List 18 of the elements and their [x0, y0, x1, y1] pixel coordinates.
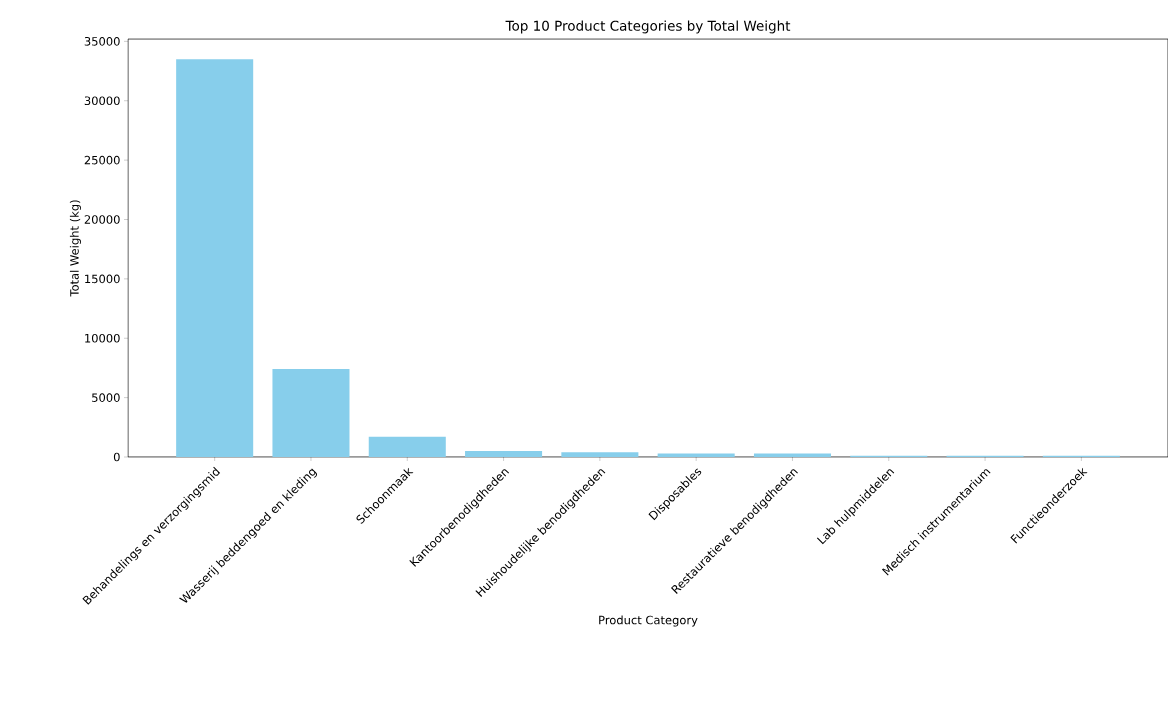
x-axis-title: Product Category [599, 615, 698, 627]
y-tick-label: 30000 [84, 96, 120, 106]
bar [272, 369, 350, 457]
y-tick-label: 15000 [85, 274, 120, 284]
y-tick-label: 0 [113, 452, 120, 462]
chart-title: Top 10 Product Categories by Total Weight [505, 20, 791, 34]
y-tick-label: 20000 [84, 215, 120, 224]
y-tick-label: 10000 [85, 333, 120, 343]
bar [657, 453, 735, 457]
bar [465, 451, 543, 457]
y-axis-title: Total Weight (kg) [69, 200, 82, 297]
y-tick-label: 5000 [92, 393, 120, 402]
bar [561, 452, 639, 457]
y-tick-label: 25000 [84, 155, 120, 165]
y-tick-label: 35000 [84, 37, 120, 46]
bar [368, 436, 446, 457]
bar [753, 453, 831, 457]
bar [176, 59, 254, 457]
